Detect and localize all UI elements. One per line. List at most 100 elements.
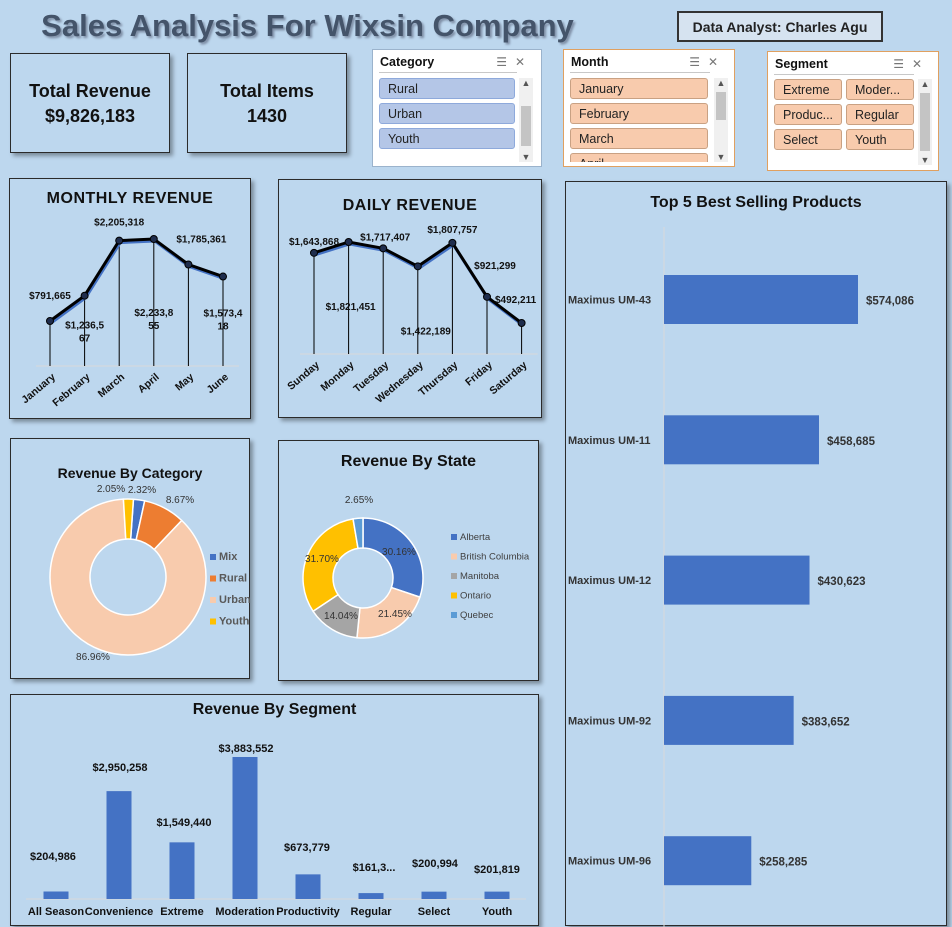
data-label-monday: $1,821,451 <box>326 302 376 313</box>
analyst-badge: Data Analyst: Charles Agu <box>677 11 883 42</box>
daily-revenue-panel: DAILY REVENUE $1,643,868 $1,821,451 $1,717… <box>278 179 542 418</box>
data-label-maximus-um-92: $383,652 <box>802 716 850 728</box>
legend-swatch-youth <box>210 618 216 625</box>
slicer-item-urban[interactable]: Urban <box>379 103 515 124</box>
total-revenue-card: Total Revenue $9,826,183 <box>10 53 170 153</box>
data-point-february <box>80 291 89 300</box>
data-label-alberta: 30.16% <box>382 547 416 558</box>
tick-label-maximus-um-96: Maximus UM-96 <box>568 856 651 868</box>
slicer-multiselect-icon[interactable]: ☰✕ <box>893 57 930 71</box>
top-products-title: Top 5 Best Selling Products <box>650 194 862 211</box>
data-point-may <box>184 260 193 269</box>
data-point-wednesday <box>413 262 422 271</box>
scroll-up-icon[interactable]: ▲ <box>716 78 726 88</box>
data-label-maximus-um-43: $574,086 <box>866 296 914 308</box>
bar-maximus-um-92 <box>664 695 794 745</box>
slicer-item-march[interactable]: March <box>570 128 708 149</box>
legend-swatch-rural <box>210 575 216 582</box>
slicer-multiselect-icon[interactable]: ☰✕ <box>496 55 533 69</box>
scroll-down-icon[interactable]: ▼ <box>920 155 930 165</box>
slicer-item-youth[interactable]: Youth <box>846 129 914 150</box>
total-revenue-value: $9,826,183 <box>44 106 136 126</box>
state-revenue-title: Revenue By State <box>340 453 477 470</box>
data-label-friday: $921,299 <box>474 261 516 272</box>
slicer-multiselect-icon[interactable]: ☰✕ <box>689 55 726 69</box>
tick-label-productivity: Productivity <box>276 906 340 918</box>
bar-moderation <box>232 757 258 899</box>
slicer-item-productivity[interactable]: Produc... <box>774 104 842 125</box>
slicer-item-rural[interactable]: Rural <box>379 78 515 99</box>
slicer-item-february[interactable]: February <box>570 103 708 124</box>
bar-regular <box>358 893 384 899</box>
slicer-item-select[interactable]: Select <box>774 129 842 150</box>
total-items-value: 1430 <box>246 106 288 126</box>
tick-label-february: February <box>50 371 92 409</box>
legend-manitoba: Manitoba <box>460 571 500 582</box>
slicer-item-regular[interactable]: Regular <box>846 104 914 125</box>
slicer-item-moderation[interactable]: Moder... <box>846 79 914 100</box>
slicer-item-extreme[interactable]: Extreme <box>774 79 842 100</box>
scroll-up-icon[interactable]: ▲ <box>920 79 930 89</box>
tick-label-monday: Monday <box>318 359 356 394</box>
legend-ontario: Ontario <box>460 591 491 602</box>
scroll-down-icon[interactable]: ▼ <box>521 152 531 162</box>
data-label-maximus-um-12: $430,623 <box>818 576 866 588</box>
slice-ontario <box>302 517 359 613</box>
data-label-quebec: 2.65% <box>345 495 373 506</box>
category-scrollbar[interactable]: ▲ ▼ <box>519 78 533 162</box>
slicer-item-april[interactable]: April <box>570 153 708 162</box>
tick-label-maximus-um-11: Maximus UM-11 <box>568 435 651 447</box>
category-slicer[interactable]: Category ☰✕ Rural Urban Youth ▲ ▼ <box>372 49 542 167</box>
total-items-label: Total Items <box>220 81 314 101</box>
data-label-sunday: $1,643,868 <box>289 237 339 248</box>
data-label-maximus-um-11: $458,685 <box>827 436 876 448</box>
data-label-youth: 2.05% <box>97 484 125 495</box>
tick-label-convenience: Convenience <box>85 906 153 918</box>
data-point-thursday <box>448 238 457 247</box>
data-label-january: $791,665 <box>29 291 71 302</box>
data-label-regular: $161,3... <box>353 862 396 874</box>
data-label-british-columbia: 21.45% <box>378 609 412 620</box>
slice-youth <box>122 498 135 540</box>
scroll-up-icon[interactable]: ▲ <box>521 78 531 88</box>
tick-label-april: April <box>136 371 162 396</box>
legend-swatch-manitoba <box>451 573 457 579</box>
data-label-youth: $201,819 <box>474 864 520 876</box>
tick-label-regular: Regular <box>351 906 393 918</box>
tick-label-sunday: Sunday <box>285 359 322 393</box>
slicer-item-youth[interactable]: Youth <box>379 128 515 149</box>
total-revenue-label: Total Revenue <box>29 81 151 101</box>
slice-quebec <box>352 517 364 550</box>
state-revenue-panel: Revenue By State 30.16% 21.45% 14.04% 31.70… <box>278 440 539 681</box>
legend-swatch-quebec <box>451 612 457 618</box>
month-scrollbar[interactable]: ▲ ▼ <box>714 78 728 162</box>
data-point-friday <box>483 292 491 301</box>
tick-label-maximus-um-92: Maximus UM-92 <box>568 715 651 727</box>
data-label-tuesday: $1,717,407 <box>360 232 410 243</box>
bar-select <box>421 891 447 899</box>
data-label-march: $2,205,318 <box>94 218 144 229</box>
legend-swatch-urban <box>210 597 216 603</box>
data-label-february: $1,236,5 67 <box>65 321 104 345</box>
slicer-item-january[interactable]: January <box>570 78 708 99</box>
data-point-tuesday <box>379 244 388 253</box>
bar-maximus-um-96 <box>664 836 752 886</box>
monthly-revenue-panel: MONTHLY REVENUE $791,665 $1,236,5 67 $2,205… <box>9 178 251 419</box>
month-slicer[interactable]: Month ☰✕ January February March April ▲ … <box>563 49 735 167</box>
segment-revenue-panel: Revenue By Segment All Season Convenience… <box>10 694 539 926</box>
data-label-select: $200,994 <box>412 858 459 870</box>
data-point-sunday <box>310 248 318 257</box>
bar-maximus-um-11 <box>664 415 820 465</box>
category-revenue-panel: Revenue By Category 2.32% 8.67% 86.96% 2.05… <box>10 438 251 679</box>
scroll-down-icon[interactable]: ▼ <box>716 152 726 162</box>
segment-scrollbar[interactable]: ▲ ▼ <box>918 79 932 165</box>
bar-extreme <box>169 842 195 899</box>
legend-swatch-alberta <box>451 534 457 540</box>
segment-slicer[interactable]: Segment ☰✕ Extreme Moder... Produc... Re… <box>767 51 939 171</box>
tick-label-all-season: All Season <box>28 906 85 918</box>
data-label-june: $1,573,4 18 <box>204 309 243 333</box>
category-revenue-chart: 2.32% 8.67% 86.96% 2.05% Mix Rural Urban Youth <box>49 484 251 663</box>
tick-label-maximus-um-43: Maximus UM-43 <box>568 295 651 307</box>
bar-maximus-um-12 <box>664 555 810 605</box>
segment-revenue-chart: All Season Convenience Extreme Moderation Pr… <box>26 743 526 918</box>
